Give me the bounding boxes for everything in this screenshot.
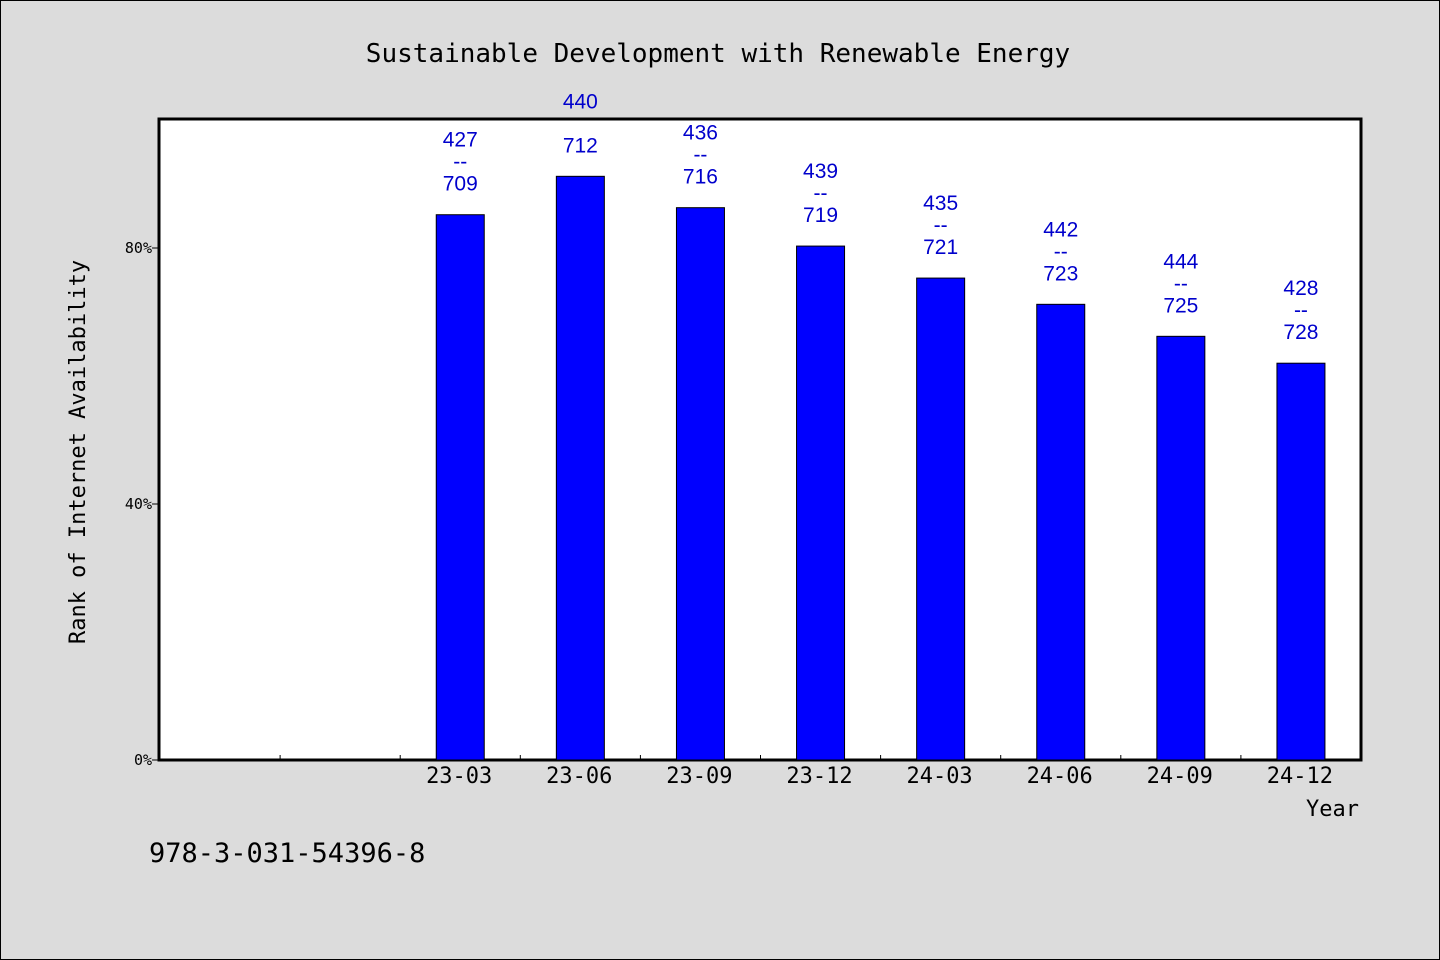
- data-label-sep: --: [934, 214, 948, 237]
- data-label-bottom: 719: [803, 204, 838, 227]
- x-tick-label: 24-09: [1147, 764, 1213, 789]
- data-label-top: 439: [803, 160, 838, 183]
- y-axis-title: Rank of Internet Availability: [66, 260, 91, 644]
- x-axis-title: Year: [1306, 797, 1359, 822]
- data-label-bottom: 723: [1043, 262, 1078, 285]
- bar-23-09: [675, 207, 725, 761]
- data-label-sep: --: [1174, 272, 1188, 295]
- data-label-top: 442: [1043, 218, 1078, 241]
- bar-24-06: [1036, 303, 1086, 761]
- data-label-sep: --: [814, 182, 828, 205]
- bar-23-12: [796, 245, 846, 761]
- data-label-sep: --: [1294, 299, 1308, 322]
- data-label-top: 444: [1163, 250, 1198, 273]
- data-label-top: 436: [683, 122, 718, 145]
- data-label-bottom: 725: [1163, 294, 1198, 317]
- x-axis: 23-03 23-06 23-09 23-12 24-03 24-06 24-09 24-12: [279, 755, 1333, 789]
- x-tick-label: 24-12: [1267, 764, 1333, 789]
- x-tick-label: 24-06: [1027, 764, 1093, 789]
- data-label-bottom: 728: [1283, 321, 1318, 344]
- x-tick-label: 23-03: [426, 764, 492, 789]
- data-label-top: 435: [923, 192, 958, 215]
- x-tick-label: 23-06: [546, 764, 612, 789]
- y-tick-label: 80%: [125, 239, 152, 257]
- data-label-top: 440: [563, 90, 598, 113]
- chart-title: Sustainable Development with Renewable E…: [366, 39, 1070, 69]
- bar-24-03: [916, 277, 966, 761]
- data-label-top: 428: [1283, 277, 1318, 300]
- isbn-footer: 978-3-031-54396-8: [149, 838, 425, 869]
- bar-24-09: [1156, 335, 1206, 761]
- data-label-bottom: 721: [923, 236, 958, 259]
- bars-layer: [435, 175, 1326, 761]
- y-tick-label: 0%: [134, 751, 152, 769]
- data-label-sep: --: [693, 144, 707, 167]
- data-label-bottom: 716: [683, 166, 718, 189]
- y-axis: 0% 40% 80%: [125, 239, 160, 769]
- x-tick-label: 24-03: [906, 764, 972, 789]
- bar-24-12: [1276, 362, 1326, 761]
- bar-23-03: [435, 214, 485, 761]
- data-label-sep: --: [1054, 240, 1068, 263]
- data-label-bottom: 712: [563, 134, 598, 157]
- y-tick-label: 40%: [125, 495, 152, 513]
- x-tick-label: 23-09: [666, 764, 732, 789]
- data-label-top: 427: [443, 129, 478, 152]
- bar-23-06: [555, 175, 605, 761]
- data-labels-layer: 709--427 712440716--436719--439721--43572…: [443, 90, 1319, 344]
- x-tick-label: 23-12: [786, 764, 852, 789]
- data-label-bottom: 709: [443, 173, 478, 196]
- data-label-sep: --: [453, 151, 467, 174]
